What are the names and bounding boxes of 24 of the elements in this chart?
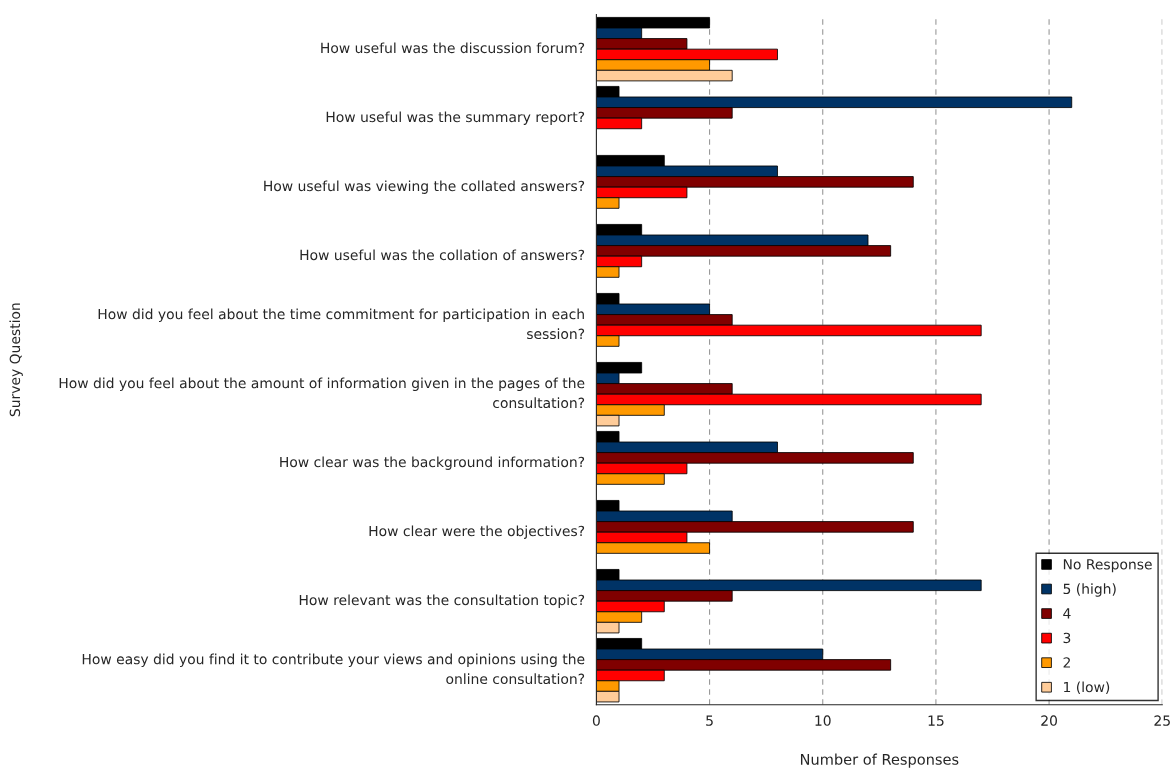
x-axis-title: Number of Responses: [800, 753, 959, 768]
x-tick-label: 10: [815, 715, 831, 726]
x-tick-label: 15: [928, 715, 944, 726]
y-tick-label: How useful was the summary report?: [326, 111, 585, 125]
x-tick-label: 20: [1041, 715, 1057, 726]
x-tick-label: 0: [592, 715, 600, 726]
y-tick-label: How easy did you find it to contribute your views and opinions using the online consultation?: [82, 653, 585, 685]
y-tick-label: How useful was the discussion forum?: [321, 42, 585, 54]
y-tick-label: How did you feel about the time commitment for participation in each session?: [98, 308, 585, 340]
y-tick-label: How relevant was the consultation topic?: [299, 594, 585, 608]
legend-label: 1 (low): [1064, 681, 1110, 694]
legend-label: 4: [1063, 608, 1071, 619]
y-tick-label: How did you feel about the amount of information given in the pages of the consultation?: [59, 377, 585, 409]
y-tick-label: How clear were the objectives?: [369, 525, 585, 539]
y-axis-title: Survey Question: [9, 303, 23, 417]
x-tick-label: 25: [1154, 715, 1170, 726]
y-tick-label: How clear was the background information?: [280, 456, 585, 470]
legend-label: No Response: [1063, 559, 1152, 573]
legend-label: 2: [1063, 657, 1070, 668]
legend-label: 3: [1063, 632, 1071, 644]
x-tick-label: 5: [706, 715, 713, 726]
y-tick-label: How useful was viewing the collated answers?: [264, 180, 585, 194]
y-tick-label: How useful was the collation of answers?: [300, 249, 585, 261]
legend-label: 5 (high): [1063, 583, 1116, 597]
